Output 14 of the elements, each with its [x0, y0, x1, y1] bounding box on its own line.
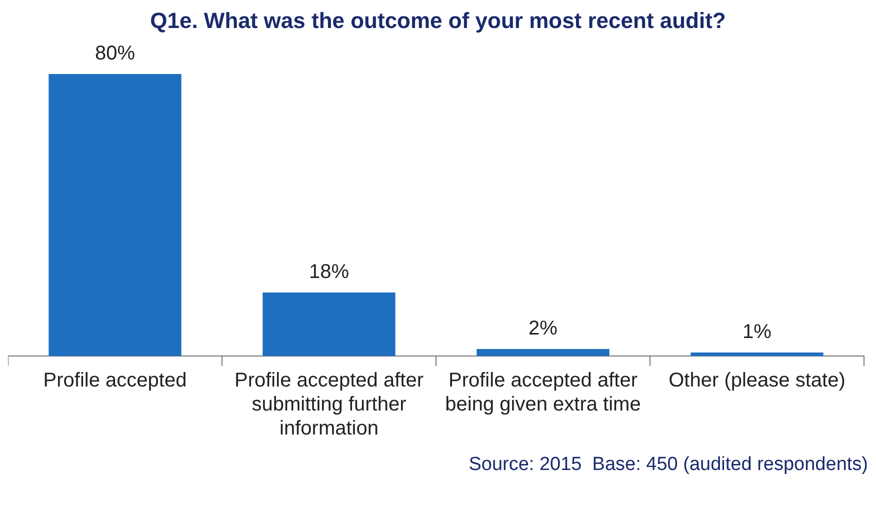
- x-tick-label: Other (please state): [668, 370, 846, 392]
- data-label: 80%: [94, 42, 136, 65]
- bar: [48, 74, 182, 356]
- bar: [262, 292, 396, 356]
- x-tick-label: Profile accepted after being given extra time: [445, 370, 641, 416]
- bar: [476, 348, 610, 356]
- data-label: 2%: [528, 317, 558, 340]
- bar: [690, 352, 824, 356]
- x-tick-label: Profile accepted: [43, 370, 187, 392]
- data-label: 1%: [742, 320, 772, 343]
- data-label: 18%: [308, 261, 350, 284]
- x-tick-label: Profile accepted after submitting further information: [234, 370, 424, 440]
- chart-title: Q1e. What was the outcome of your most recent audit?: [149, 8, 727, 34]
- source-note: Source: 2015 Base: 450 (audited respondents): [468, 454, 868, 476]
